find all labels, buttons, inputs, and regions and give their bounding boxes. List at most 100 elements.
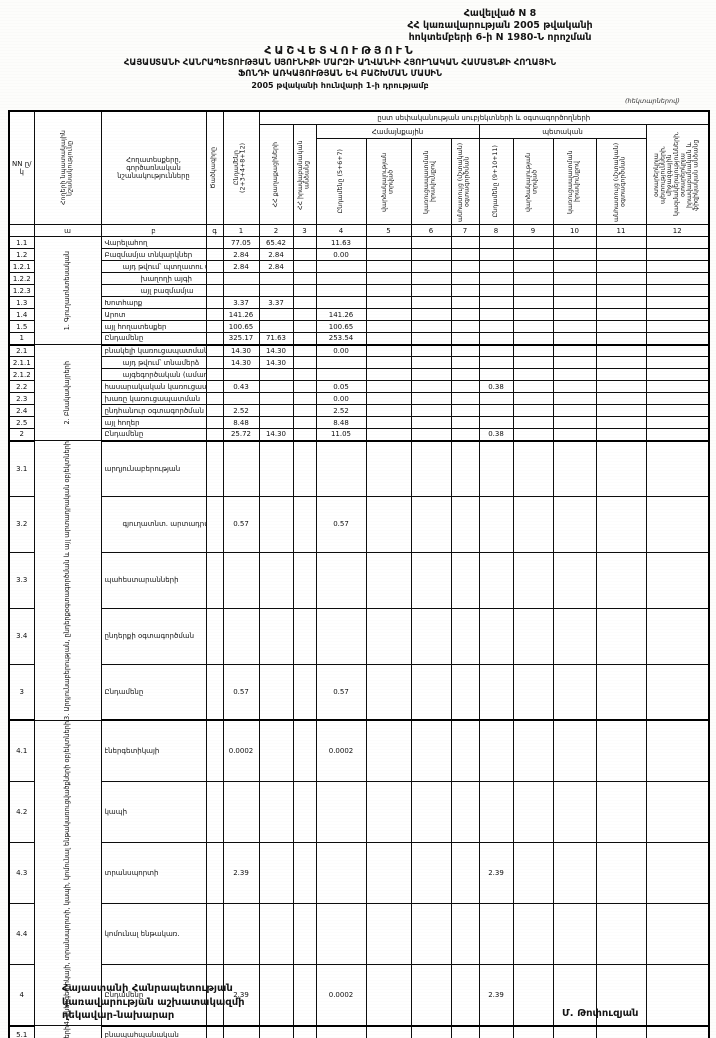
value-cell-col2 — [258, 663, 294, 722]
value-cell-col2 — [258, 416, 294, 429]
value-cell-col12 — [645, 296, 710, 309]
row-label: գյուղատնտ. արտադրական — [100, 495, 207, 553]
report-title: ՀԱՇՎԵՏՎՈՒԹՅՈՒՆ — [264, 44, 416, 57]
value-cell-col11 — [595, 719, 647, 783]
value-cell-col12 — [645, 428, 710, 442]
value-cell-col10 — [552, 332, 597, 346]
value-cell-col10 — [552, 416, 597, 429]
value-cell-col12 — [645, 260, 710, 273]
value-cell-col9 — [512, 964, 554, 1027]
value-cell-col8 — [478, 903, 514, 966]
table-row: 1.5 այլ հողատեսքեր 100.65 100.65 — [8, 320, 710, 333]
code-cell — [205, 236, 224, 249]
col-header-4: Ընդամենը (5+6+7) — [315, 138, 367, 225]
value-cell-col8 — [478, 368, 514, 381]
value-cell-col5 — [365, 404, 412, 417]
value-cell-col12 — [645, 284, 710, 297]
value-cell-col1: 0.57 — [222, 495, 260, 553]
value-cell-col9 — [512, 663, 554, 722]
row-label: այլ բազմամյա — [100, 284, 207, 297]
column-letter: 1 — [222, 224, 260, 237]
value-cell-col10 — [552, 308, 597, 321]
value-cell-col9 — [512, 551, 554, 609]
value-cell-col1: 0.43 — [222, 380, 260, 393]
col-header-2: ՀՀ քաղաքացիների — [258, 124, 294, 225]
value-cell-col8 — [478, 719, 514, 783]
table-row: 2.1 2. Բնակավայրերի բնակելի կառուցապատման 1… — [8, 344, 710, 441]
row-label: այլ հողեր — [100, 416, 207, 429]
table-row: 2.5 այլ հողեր 8.48 8.48 — [8, 416, 710, 429]
value-cell-col4 — [315, 440, 367, 497]
value-cell-col6 — [410, 296, 452, 309]
value-cell-col5 — [365, 428, 412, 442]
value-cell-col9 — [512, 284, 554, 297]
value-cell-col2 — [258, 284, 294, 297]
value-cell-col10 — [552, 392, 597, 405]
value-cell-col12 — [645, 236, 710, 249]
value-cell-col6 — [410, 272, 452, 285]
table-row: 4.2 կապի — [8, 781, 710, 844]
value-cell-col11 — [595, 260, 647, 273]
value-cell-col10 — [552, 284, 597, 297]
value-cell-col7 — [450, 416, 480, 429]
code-cell — [205, 248, 224, 261]
code-cell — [205, 332, 224, 346]
table-row: 3.2 գյուղատնտ. արտադրական 0.57 0.57 — [8, 495, 710, 553]
value-cell-col8 — [478, 551, 514, 609]
value-cell-col4 — [315, 781, 367, 844]
value-cell-col11 — [595, 344, 647, 357]
value-cell-col7 — [450, 964, 480, 1027]
value-cell-col4: 0.05 — [315, 380, 367, 393]
column-letter: ա — [33, 224, 102, 237]
row-label: խաղողի այգի — [100, 272, 207, 285]
value-cell-col11 — [595, 551, 647, 609]
table-row: 2.2 հասարակական կառուցապատման 0.43 0.05 0.38 — [8, 380, 710, 393]
row-code: 1.3 — [8, 296, 35, 309]
value-cell-col12 — [645, 964, 710, 1027]
ownership-band-header: ըստ սեփականության սուբյեկտների և օգտագոր… — [258, 110, 710, 125]
value-cell-col11 — [595, 416, 647, 429]
value-cell-col12 — [645, 332, 710, 346]
value-cell-col7 — [450, 495, 480, 553]
value-cell-col8 — [478, 495, 514, 553]
value-cell-col11 — [595, 332, 647, 346]
value-cell-col8: 2.39 — [478, 964, 514, 1027]
value-cell-col2: 2.84 — [258, 260, 294, 273]
group-header-community: Համայնքային — [315, 124, 480, 139]
report-date-line: 2005 թվականի հունվարի 1-ի դրությամբ — [251, 81, 429, 91]
attachment-line: հոկտեմբերի 6-ի N 1980-Ն որոշման — [408, 31, 592, 43]
value-cell-col2: 14.30 — [258, 356, 294, 369]
value-cell-col12 — [645, 1025, 710, 1038]
value-cell-col8 — [478, 1025, 514, 1038]
value-cell-col2 — [258, 495, 294, 553]
value-cell-col8 — [478, 440, 514, 497]
value-cell-col12 — [645, 248, 710, 261]
value-cell-col10 — [552, 368, 597, 381]
row-code: 2.2 — [8, 380, 35, 393]
value-cell-col11 — [595, 296, 647, 309]
col-header-5: վարձակալության տրված — [365, 138, 412, 225]
value-cell-col12 — [645, 842, 710, 905]
value-cell-col5 — [365, 380, 412, 393]
code-cell — [205, 416, 224, 429]
value-cell-col3 — [292, 344, 317, 357]
value-cell-col9 — [512, 495, 554, 553]
row-code: 2.1.1 — [8, 356, 35, 369]
value-cell-col6 — [410, 344, 452, 357]
row-code: 4.4 — [8, 903, 35, 966]
col-header-8: Ընդամենը (9+10+11) — [478, 138, 514, 225]
code-cell — [205, 428, 224, 442]
value-cell-col1: 14.30 — [222, 344, 260, 357]
code-cell — [205, 903, 224, 966]
value-cell-col12 — [645, 663, 710, 722]
value-cell-col7 — [450, 272, 480, 285]
value-cell-col9 — [512, 428, 554, 442]
value-cell-col12 — [645, 440, 710, 497]
value-cell-col5 — [365, 236, 412, 249]
value-cell-col11 — [595, 842, 647, 905]
value-cell-col1 — [222, 903, 260, 966]
code-cell — [205, 440, 224, 497]
value-cell-col5 — [365, 356, 412, 369]
value-cell-col8 — [478, 332, 514, 346]
value-cell-col2 — [258, 380, 294, 393]
